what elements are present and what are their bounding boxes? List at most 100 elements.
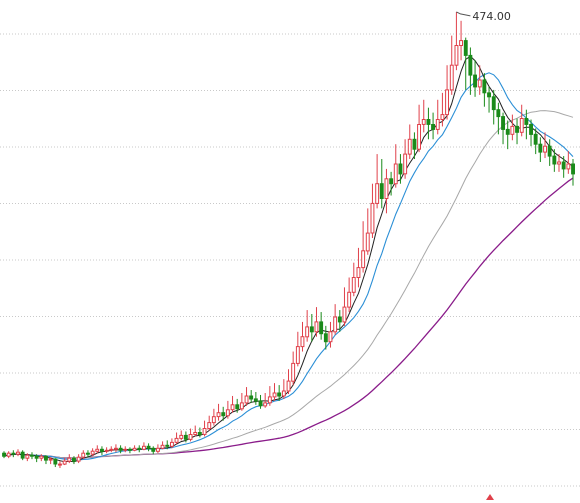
candle-body-up (459, 40, 464, 46)
candle-body-up (90, 450, 95, 455)
candle (356, 247, 361, 288)
candle-body-down (128, 448, 132, 451)
candle (221, 406, 226, 421)
candle (90, 448, 95, 457)
candle-body-down (30, 454, 34, 457)
candle (435, 99, 440, 135)
candle (253, 392, 258, 405)
candle (72, 456, 76, 465)
candle-body-up (291, 362, 296, 382)
candle-body-down (337, 316, 342, 323)
candle-body-down (463, 40, 468, 56)
candle-body-down (11, 452, 16, 455)
candle-body-up (314, 321, 319, 333)
candle-body-down (491, 96, 496, 111)
candle-body-up (225, 409, 230, 417)
candle (160, 441, 165, 450)
candle-body-down (487, 92, 492, 98)
candle-body-up (333, 316, 338, 333)
candle (384, 168, 389, 214)
candle-body-up (193, 432, 198, 435)
candle (25, 453, 30, 462)
candle-body-up (384, 178, 389, 200)
candle-body-down (44, 455, 48, 461)
candle-body-up (440, 114, 445, 120)
candle-body-up (365, 232, 370, 252)
candle (347, 277, 352, 313)
candle (431, 112, 436, 140)
candle-body-down (561, 161, 566, 170)
ma-line-long (3, 177, 574, 459)
candle (529, 119, 533, 147)
candle-body-up (239, 402, 244, 410)
candle-body-down (319, 321, 324, 335)
candle (235, 398, 240, 413)
candle (365, 208, 370, 255)
candle (375, 154, 380, 209)
candle (543, 132, 547, 159)
candle-body-down (538, 143, 543, 153)
candle (286, 369, 291, 394)
candle-body-down (20, 451, 25, 459)
candle (449, 35, 454, 95)
candle-body-up (230, 404, 235, 411)
ma-line-mid-long (3, 110, 574, 459)
moving-average-lines (3, 55, 574, 463)
candle-body-down (412, 138, 417, 150)
candle (44, 455, 48, 465)
candle-body-up (25, 454, 30, 459)
candle (421, 99, 426, 133)
candles (2, 11, 575, 469)
candle-body-down (137, 447, 142, 450)
candle (272, 383, 277, 401)
candle (244, 387, 249, 406)
candle (473, 60, 478, 97)
candle-body-up (263, 402, 268, 407)
candle-body-down (571, 163, 575, 175)
candle-body-down (183, 434, 188, 440)
candle (100, 446, 104, 456)
candle (123, 446, 128, 453)
candle-body-up (342, 306, 347, 323)
candle-body-up (375, 183, 380, 204)
candle-body-up (454, 45, 459, 66)
candle-body-up (477, 79, 482, 88)
candle (179, 430, 184, 441)
candle-body-up (95, 448, 100, 452)
candle (328, 321, 333, 348)
candle (81, 450, 86, 460)
candle-body-down (501, 116, 506, 130)
candle (510, 114, 515, 141)
candle-body-up (188, 434, 193, 440)
candle (314, 307, 319, 337)
candle (407, 124, 412, 160)
candle (263, 392, 268, 408)
candle (137, 445, 142, 453)
candle (267, 386, 272, 406)
candle-body-down (235, 404, 240, 410)
candle (249, 390, 254, 403)
candle-body-up (407, 138, 412, 155)
candle-body-up (156, 447, 160, 452)
candle-body-up (58, 463, 62, 466)
candle (30, 452, 34, 460)
candle-body-up (370, 202, 375, 234)
candle-body-up (449, 64, 454, 91)
candle (16, 449, 20, 457)
candle-body-down (86, 452, 90, 455)
candle-body-up (179, 434, 184, 439)
candle-body-up (174, 437, 179, 443)
candle (118, 445, 123, 454)
candle (183, 431, 188, 443)
candle (547, 139, 552, 166)
candle-body-down (258, 400, 263, 407)
candle (207, 415, 212, 431)
candle (305, 310, 310, 342)
candle-body-up (104, 449, 109, 452)
candle (225, 400, 230, 419)
candle-body-up (67, 457, 72, 462)
peak-price-label: 474.00 (472, 10, 511, 23)
candle-body-up (109, 448, 114, 451)
candle (552, 149, 557, 172)
candle (230, 395, 235, 413)
